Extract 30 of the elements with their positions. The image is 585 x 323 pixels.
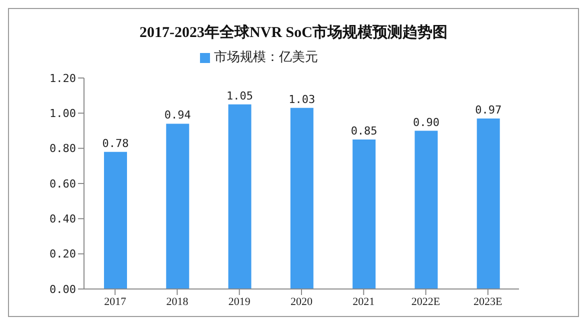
bar — [476, 118, 500, 289]
y-tick-label: 0.00 — [50, 282, 76, 296]
text: 0.90 — [412, 116, 440, 129]
x-tick-label: 2017 — [104, 296, 127, 308]
x-tick-label: 2023E — [474, 296, 503, 308]
legend-label: 市场规模：亿美元 — [214, 49, 318, 64]
chart-title: 2017-2023年全球NVR SoC市场规模预测趋势图 — [138, 23, 448, 42]
text: 1.03 — [288, 92, 316, 106]
y-tick-label: 0.40 — [50, 212, 76, 226]
text: 1.05 — [226, 89, 254, 102]
x-tick-label: 2020 — [290, 296, 313, 308]
text: 0.97 — [475, 103, 502, 116]
bar — [290, 108, 314, 289]
text: 0.85 — [350, 124, 378, 138]
y-tick-label: 0.80 — [50, 142, 76, 156]
text: 0.94 — [164, 108, 191, 122]
y-tick-label: 1.20 — [50, 72, 76, 85]
text: 0.78 — [102, 136, 129, 150]
bar — [166, 124, 190, 289]
x-tick-label: 2018 — [166, 296, 189, 308]
y-tick-label: 0.20 — [50, 248, 76, 261]
x-tick-label: 2019 — [228, 296, 251, 308]
bar — [228, 104, 252, 289]
x-tick-label: 2022E — [411, 296, 440, 308]
x-tick-label: 2021 — [352, 296, 375, 308]
bar — [104, 152, 127, 289]
bar — [414, 130, 438, 289]
y-tick-label: 0.60 — [50, 177, 76, 190]
y-tick-label: 1.00 — [50, 107, 76, 120]
bar — [352, 140, 376, 289]
